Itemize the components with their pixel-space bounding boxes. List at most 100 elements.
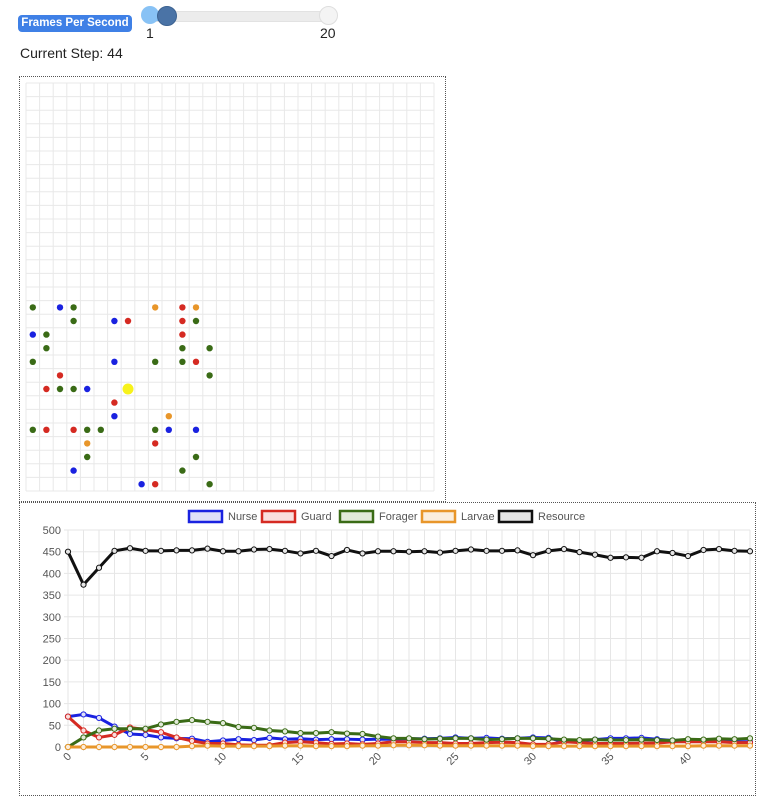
- data-point: [297, 550, 304, 557]
- fps-slider[interactable]: [140, 4, 340, 28]
- slider-track[interactable]: [150, 11, 330, 22]
- legend-item-guard[interactable]: Guard: [260, 509, 332, 524]
- data-point: [359, 742, 366, 749]
- data-point: [374, 548, 382, 555]
- guard-agent: [43, 385, 50, 393]
- data-point: [529, 552, 537, 559]
- queen-agent: [122, 383, 134, 395]
- larvae-agent: [84, 440, 91, 447]
- data-point: [157, 721, 165, 728]
- data-point: [405, 548, 413, 555]
- forager-agent: [206, 345, 213, 352]
- forager-agent: [206, 372, 213, 379]
- data-point: [607, 736, 614, 744]
- y-tick-label: 200: [43, 655, 61, 667]
- data-point: [715, 742, 723, 749]
- guard-agent: [70, 426, 77, 433]
- data-point: [421, 548, 428, 555]
- x-tick-label: 5: [139, 751, 152, 764]
- data-point: [95, 734, 103, 741]
- forager-agent: [179, 345, 186, 352]
- data-point: [731, 547, 738, 554]
- forager-agent: [43, 345, 50, 352]
- legend-item-resource[interactable]: Resource: [497, 509, 585, 524]
- nurse-agent: [111, 317, 118, 325]
- legend-item-forager[interactable]: Forager: [338, 509, 418, 524]
- x-tick-label: 15: [289, 751, 306, 768]
- slider-handle[interactable]: [157, 6, 178, 26]
- data-point: [281, 728, 289, 735]
- y-tick-label: 300: [43, 612, 61, 624]
- current-step: Current Step: 44: [20, 45, 123, 61]
- forager-agent: [56, 385, 64, 393]
- data-point: [343, 546, 351, 554]
- y-tick-label: 150: [43, 677, 61, 689]
- data-point: [467, 546, 475, 553]
- forager-agent: [192, 317, 200, 325]
- forager-agent: [84, 426, 91, 433]
- data-point: [173, 547, 180, 554]
- slider-max-label: 20: [320, 25, 336, 41]
- data-point: [266, 734, 273, 741]
- data-point: [591, 736, 599, 743]
- data-point: [607, 743, 614, 750]
- grid-canvas: [25, 82, 435, 492]
- data-point: [746, 742, 754, 749]
- forager-agent: [43, 331, 50, 338]
- data-point: [390, 742, 397, 749]
- data-point: [669, 549, 676, 557]
- guard-agent: [179, 317, 186, 325]
- forager-agent: [97, 426, 105, 433]
- y-tick-label: 0: [55, 742, 61, 754]
- data-point: [80, 734, 87, 741]
- forager-agent: [70, 317, 77, 325]
- current-step-value: 44: [107, 45, 123, 61]
- data-point: [219, 720, 227, 727]
- grid-lines: [25, 82, 435, 492]
- chart-grid: [64, 529, 751, 751]
- data-point: [204, 718, 211, 725]
- data-point: [312, 743, 320, 750]
- data-point: [111, 743, 118, 751]
- data-point: [64, 713, 72, 720]
- y-tick-label: 50: [49, 720, 61, 732]
- data-point: [359, 730, 366, 738]
- slider-start-handle[interactable]: [141, 6, 159, 24]
- legend-item-larvae[interactable]: Larvae: [420, 509, 495, 524]
- simulation-grid: [19, 76, 446, 502]
- forager-agent: [29, 426, 36, 433]
- data-point: [126, 730, 134, 738]
- data-point: [700, 736, 707, 743]
- data-point: [607, 554, 614, 561]
- data-point: [188, 716, 196, 724]
- data-point: [235, 723, 242, 731]
- data-point: [700, 546, 707, 554]
- data-point: [157, 743, 165, 751]
- data-point: [173, 743, 180, 751]
- forager-agent: [192, 453, 200, 461]
- nurse-agent: [165, 426, 172, 433]
- slider-end-handle[interactable]: [319, 6, 338, 25]
- data-point: [436, 735, 444, 742]
- data-point: [638, 743, 645, 750]
- nurse-agent: [29, 331, 36, 338]
- fps-button[interactable]: Frames Per Second: [18, 15, 132, 32]
- forager-agent: [152, 358, 159, 365]
- nurse-agent: [70, 467, 77, 474]
- nurse-agent: [192, 426, 200, 433]
- data-point: [622, 554, 630, 561]
- data-point: [281, 547, 289, 554]
- data-point: [80, 727, 87, 734]
- data-point: [312, 730, 320, 737]
- data-point: [514, 547, 521, 554]
- legend-item-nurse[interactable]: Nurse: [187, 509, 257, 524]
- data-point: [529, 743, 537, 750]
- legend-swatch: [187, 509, 224, 524]
- data-point: [622, 743, 630, 750]
- data-point: [80, 581, 87, 588]
- legend-label: Resource: [538, 511, 585, 523]
- data-point: [653, 743, 661, 750]
- data-point: [746, 548, 754, 555]
- data-point: [560, 736, 568, 743]
- data-point: [390, 548, 397, 555]
